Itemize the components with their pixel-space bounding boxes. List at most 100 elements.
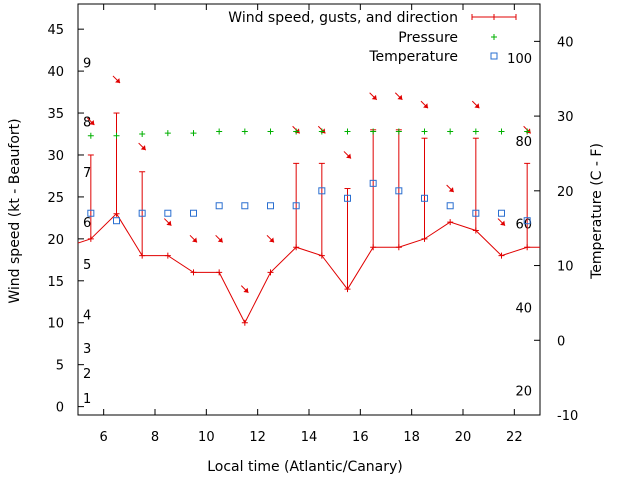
wind-speed-point [498, 252, 505, 259]
temperature-point [241, 202, 249, 210]
wind-speed-point [87, 235, 94, 242]
beaufort-label: 1 [83, 392, 91, 407]
y2-axis-label: Temperature (C - F) [589, 143, 605, 280]
pressure-point [524, 128, 531, 135]
wind-direction-arrow [112, 75, 121, 84]
wind-direction-arrow [163, 218, 172, 226]
wind-direction-arrow [497, 218, 506, 226]
wind-speed-point [164, 252, 171, 259]
beaufort-label: 2 [83, 367, 91, 382]
x-tick-label: 20 [455, 430, 472, 445]
fahrenheit-label: 80 [515, 135, 532, 150]
temperature-point [344, 194, 351, 202]
wind-speed-point [216, 269, 223, 276]
x-tick-label: 22 [506, 430, 523, 445]
wind-speed-point [318, 252, 325, 259]
wind-direction-arrow [138, 142, 147, 151]
wind-speed-point [472, 227, 479, 234]
y-tick-label: 45 [47, 23, 64, 38]
y-axis-label: Wind speed (kt - Beaufort) [7, 118, 23, 303]
pressure-point [421, 128, 428, 135]
temperature-point [395, 187, 403, 195]
wind-speed-point [524, 244, 531, 251]
wind-direction-arrow [343, 151, 352, 159]
y2-tick-label: 30 [557, 110, 574, 125]
temperature-point [446, 202, 454, 210]
temperature-point [164, 209, 172, 217]
pressure-point [164, 130, 171, 137]
legend-pressure-label: Pressure [398, 30, 458, 46]
pressure-point [190, 130, 197, 137]
x-axis-label: Local time (Atlantic/Canary) [207, 459, 403, 475]
wind-speed-line [77, 212, 540, 324]
beaufort-label: 5 [83, 258, 91, 273]
pressure-point [267, 128, 274, 135]
x-tick-label: 10 [198, 430, 215, 445]
temperature-point [138, 209, 146, 217]
wind-arrow-head [243, 287, 249, 293]
wind-speed-point [241, 319, 248, 326]
wind-arrow-head [140, 145, 146, 151]
y-tick-label: 30 [47, 149, 64, 164]
wind-speed-point [113, 210, 120, 217]
temperature-point [292, 202, 300, 210]
temperature-point [87, 209, 95, 217]
temperature-point [498, 209, 505, 217]
wind-direction-arrow [369, 92, 378, 101]
wind-arrow-head [500, 220, 506, 226]
wind-arrow-head [89, 120, 95, 125]
temperature-point [318, 187, 326, 195]
wind-arrow-head [346, 153, 352, 159]
y-tick-label: 0 [56, 401, 64, 416]
pressure-point [370, 128, 377, 135]
pressure-point [318, 128, 325, 135]
legend-wind-marker [491, 14, 497, 20]
y-tick-label: 40 [47, 65, 64, 80]
y2-tick-label: 10 [557, 260, 574, 275]
wind-direction-arrow [240, 285, 249, 294]
wind-speed-point [139, 252, 146, 259]
pressure-point [113, 132, 120, 139]
y-tick-label: 25 [47, 191, 64, 206]
beaufort-label: 7 [83, 166, 91, 181]
beaufort-label: 3 [83, 342, 91, 357]
wind-arrow-head [423, 103, 429, 109]
fahrenheit-label: 40 [515, 301, 532, 316]
temperature-point [190, 209, 197, 217]
wind-direction-arrow [189, 234, 198, 243]
fahrenheit-label: 20 [515, 384, 532, 399]
temperature-point [421, 194, 428, 202]
temperature-point [523, 217, 531, 225]
pressure-point [498, 128, 505, 135]
wind-arrow-head [166, 220, 172, 226]
pressure-point [87, 132, 94, 139]
wind-speed-point [421, 235, 428, 242]
temperature-point [267, 202, 274, 210]
x-tick-label: 6 [100, 430, 108, 445]
data-layer [77, 75, 540, 326]
y2-tick-label: 0 [557, 334, 565, 349]
y-tick-label: 10 [47, 317, 64, 332]
wind-speed-point [267, 269, 274, 276]
pressure-point [139, 131, 146, 138]
beaufort-label: 8 [83, 115, 91, 130]
wind-arrow-head [448, 187, 454, 193]
x-tick-label: 16 [352, 430, 369, 445]
axes-layer: 6 8 10 12 14 16 18 20 22051015202530354045-10010… [47, 4, 578, 445]
y2-tick-label: -10 [557, 409, 578, 424]
wind-direction-arrow [266, 234, 275, 243]
fahrenheit-label: 60 [515, 218, 532, 233]
wind-direction-arrow [86, 117, 95, 126]
wind-direction-arrow [394, 92, 403, 101]
pressure-point [447, 128, 454, 135]
x-tick-label: 14 [301, 430, 318, 445]
wind-direction-arrow [471, 100, 480, 109]
legend-wind-label: Wind speed, gusts, and direction [228, 10, 458, 26]
legend-temperature-label: Temperature [368, 49, 458, 65]
legend-temperature-marker [490, 52, 498, 60]
wind-arrow-head [269, 237, 275, 243]
wind-speed-point [447, 219, 454, 226]
x-tick-label: 8 [151, 430, 159, 445]
beaufort-label: 9 [83, 57, 91, 72]
